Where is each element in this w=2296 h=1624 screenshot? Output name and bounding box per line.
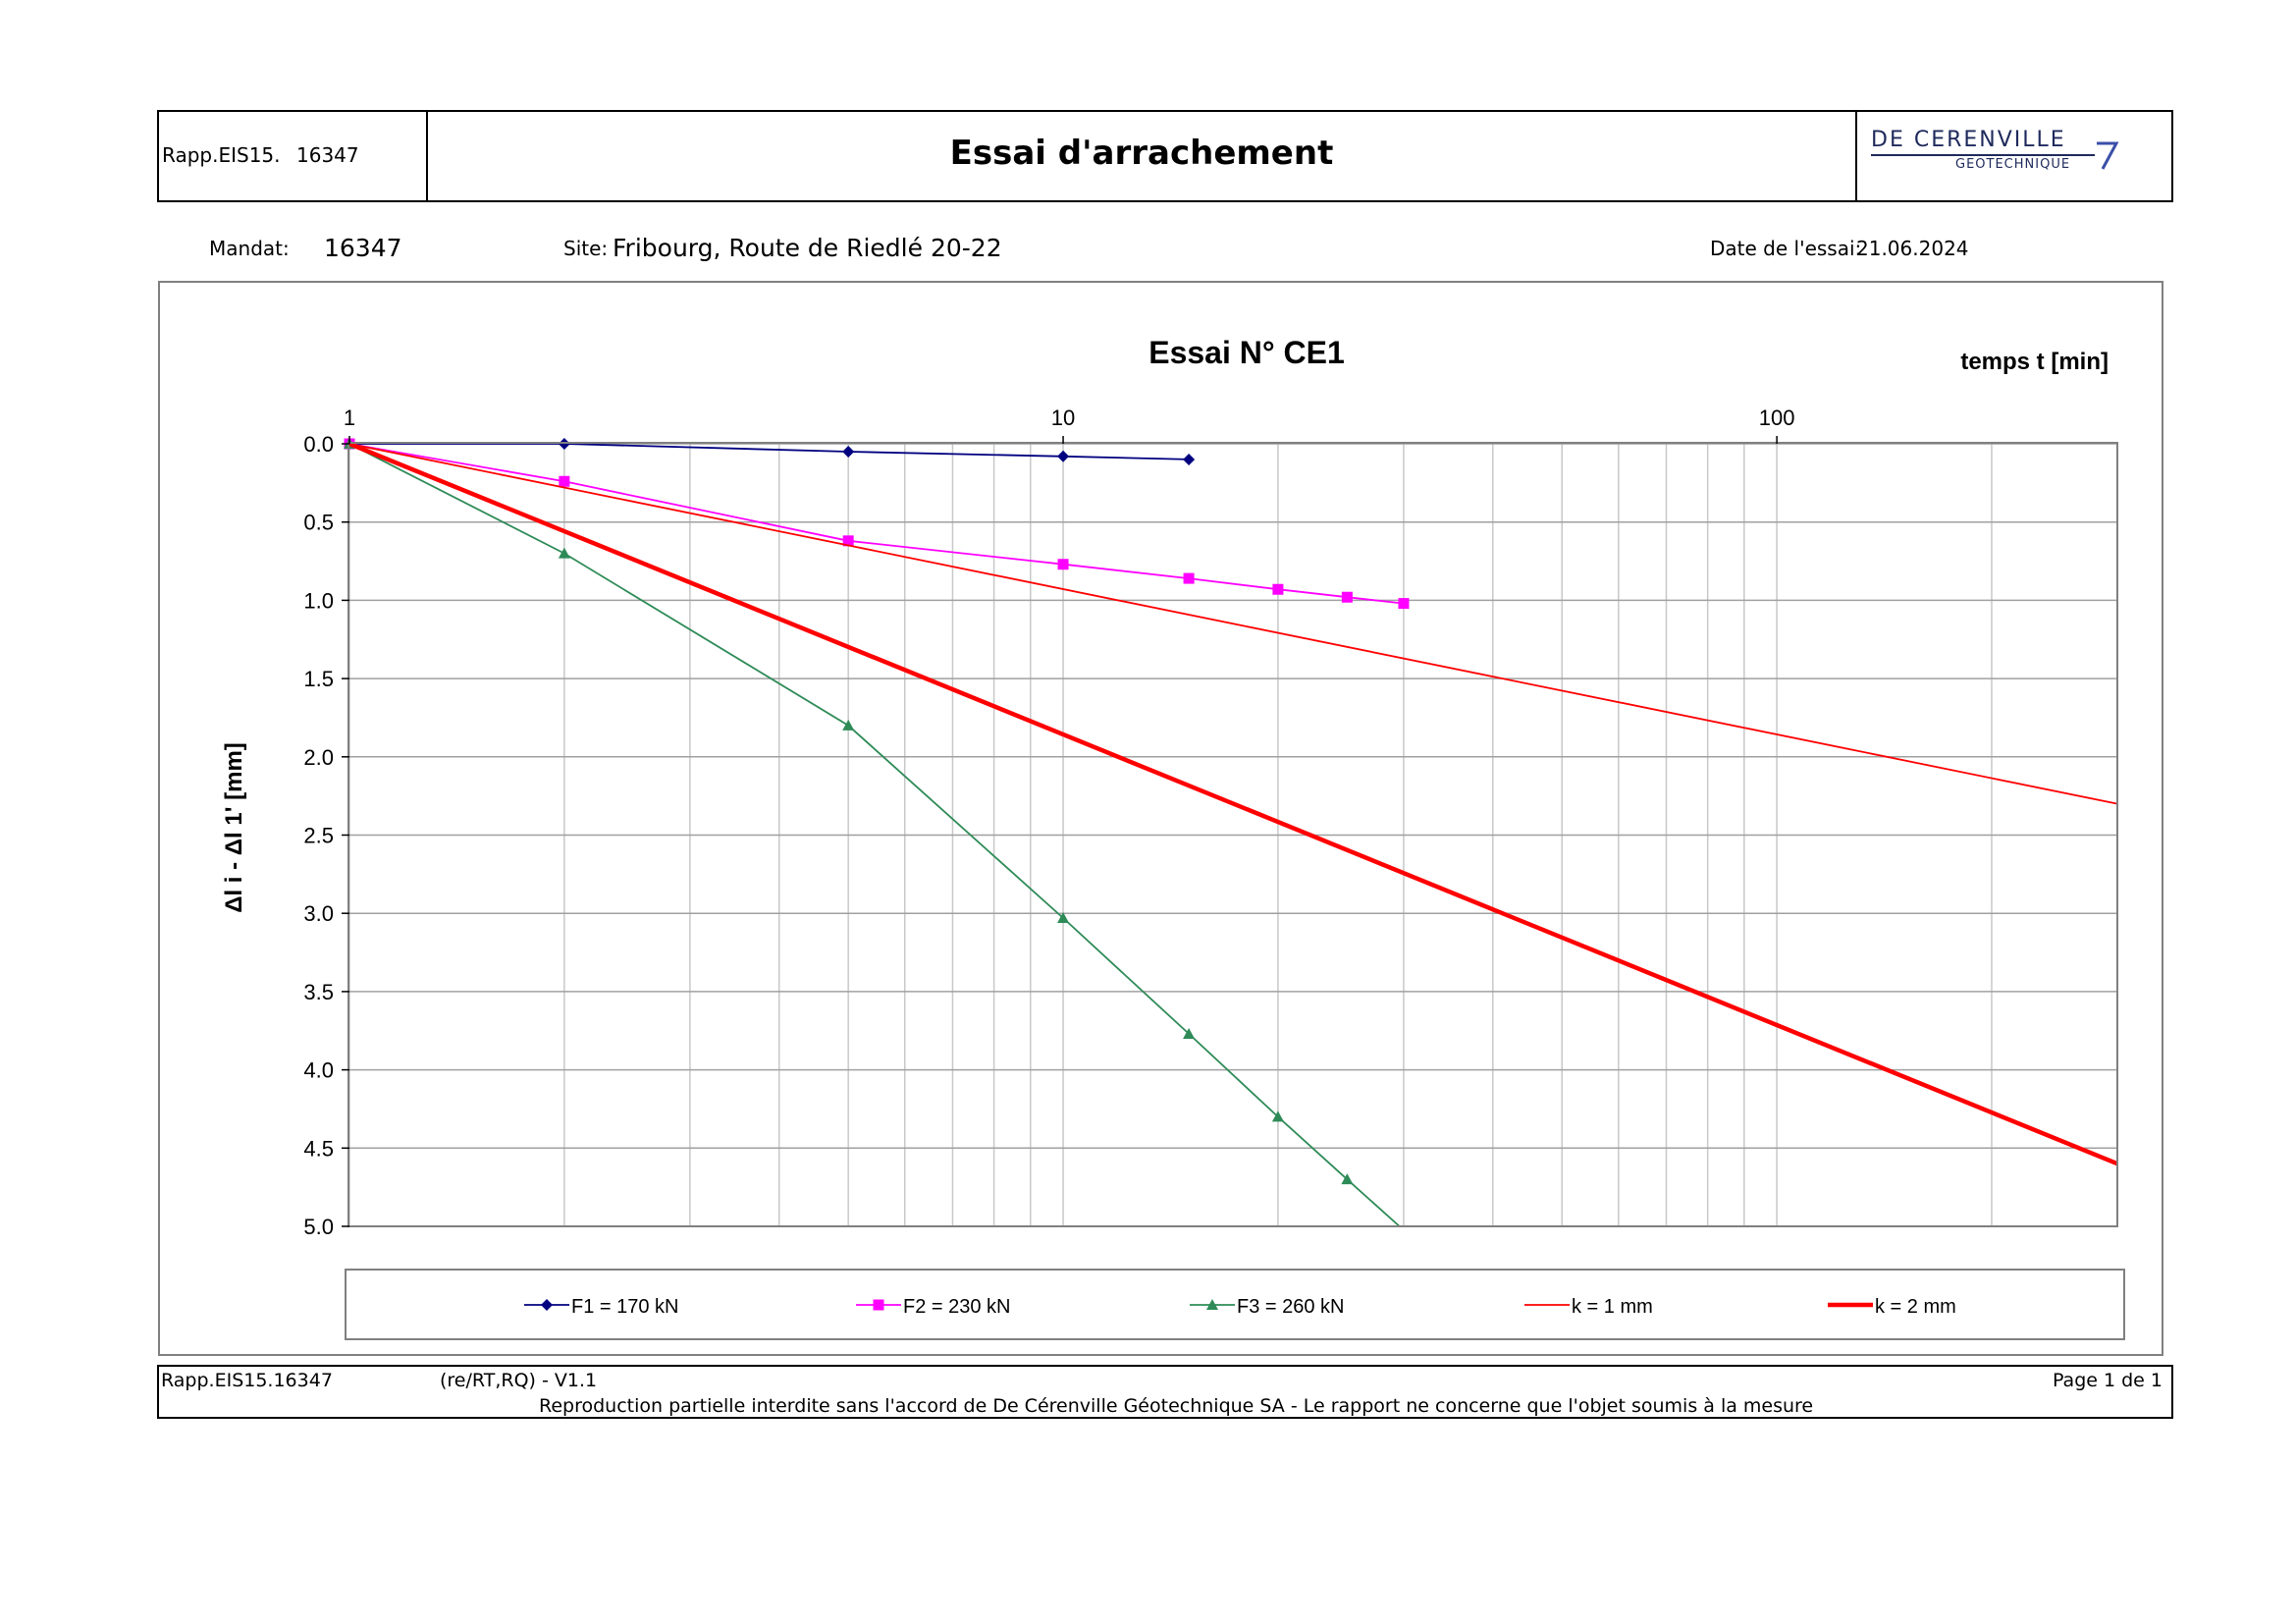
legend-entry-3: F3 = 260 kN — [1190, 1296, 1345, 1318]
header-divider-left — [426, 110, 428, 202]
legend-label: F1 = 170 kN — [571, 1296, 679, 1318]
data-point — [559, 475, 570, 487]
logo-underline — [1871, 154, 2095, 156]
site-value: Fribourg, Route de Riedlé 20-22 — [613, 234, 1002, 262]
y-tick-label: 1.5 — [303, 667, 334, 691]
data-point — [1271, 1110, 1284, 1122]
data-point — [842, 445, 855, 458]
footer-page: Page 1 de 1 — [2052, 1370, 2163, 1391]
legend-label: k = 2 mm — [1875, 1296, 1956, 1318]
logo-mark-icon — [2097, 141, 2119, 170]
data-point — [1341, 1173, 1354, 1185]
chart-frame — [158, 281, 2163, 1356]
data-point — [1057, 559, 1069, 570]
x-tick-label: 100 — [1759, 406, 1795, 430]
x-axis-label: temps t [min] — [1960, 349, 2109, 375]
legend-label: F2 = 230 kN — [903, 1296, 1011, 1318]
series-line — [348, 443, 1401, 1227]
footer-version: (re/RT,RQ) - V1.1 — [440, 1370, 598, 1391]
data-point — [842, 535, 854, 547]
footer-report-id: Rapp.EIS15.16347 — [161, 1370, 333, 1391]
y-tick-label: 4.0 — [303, 1058, 334, 1083]
x-tick-label: 1 — [344, 406, 355, 430]
y-tick-label: 1.0 — [303, 588, 334, 613]
series-line — [348, 443, 2118, 805]
data-point — [1398, 598, 1410, 610]
y-tick-label: 0.0 — [303, 432, 334, 457]
page-title: Essai d'arrachement — [949, 134, 1334, 173]
y-tick-label: 4.5 — [303, 1136, 334, 1161]
report-label: Rapp.EIS15. — [162, 143, 281, 167]
data-point — [1057, 450, 1070, 462]
y-tick-label: 0.5 — [303, 511, 334, 535]
legend-label: F3 = 260 kN — [1237, 1296, 1345, 1318]
legend-marker — [541, 1299, 553, 1311]
data-point — [1183, 453, 1196, 465]
data-point — [558, 547, 570, 559]
header-frame — [157, 110, 2173, 202]
x-tick-label: 10 — [1051, 406, 1075, 430]
series-5 — [348, 441, 2118, 1166]
company-logo: DE CERENVILLE GEOTECHNIQUE — [1865, 124, 2130, 183]
series-line — [348, 443, 1404, 605]
data-point — [842, 719, 855, 731]
series-4 — [348, 443, 2118, 805]
date-label: Date de l'essai: — [1710, 237, 1862, 260]
y-tick-label: 3.0 — [303, 901, 334, 926]
logo-line2: GEOTECHNIQUE — [1955, 157, 2071, 172]
date-value: 21.06.2024 — [1856, 237, 1969, 260]
y-tick-label: 2.5 — [303, 824, 334, 848]
data-point — [1057, 911, 1070, 923]
data-point — [1183, 1027, 1196, 1039]
footer-frame — [157, 1365, 2173, 1419]
legend-label: k = 1 mm — [1572, 1296, 1653, 1318]
series-3 — [344, 438, 1401, 1227]
y-tick-label: 5.0 — [303, 1215, 334, 1239]
chart-title: Essai N° CE1 — [1148, 335, 1345, 370]
data-point — [1183, 572, 1195, 584]
legend-entry-1: F1 = 170 kN — [524, 1296, 679, 1318]
report-number: 16347 — [296, 143, 359, 167]
header-divider-right — [1855, 110, 1857, 202]
mandat-label: Mandat: — [209, 237, 290, 260]
legend-marker — [1206, 1299, 1218, 1310]
series-line — [348, 441, 2118, 1166]
data-point — [1272, 583, 1284, 595]
mandat-value: 16347 — [324, 234, 402, 262]
logo-line1: DE CERENVILLE — [1871, 128, 2066, 152]
data-point — [1341, 591, 1353, 603]
legend-marker — [873, 1299, 884, 1311]
y-axis-label: Δl i - Δl 1' [mm] — [221, 742, 247, 913]
footer-disclaimer: Reproduction partielle interdite sans l'… — [539, 1395, 1814, 1417]
site-label: Site: — [563, 237, 609, 260]
legend-entry-2: F2 = 230 kN — [856, 1296, 1011, 1318]
legend-entry-5: k = 2 mm — [1828, 1296, 1956, 1318]
legend-entry-4: k = 1 mm — [1524, 1296, 1653, 1318]
y-tick-label: 2.0 — [303, 745, 334, 770]
y-tick-label: 3.5 — [303, 980, 334, 1004]
